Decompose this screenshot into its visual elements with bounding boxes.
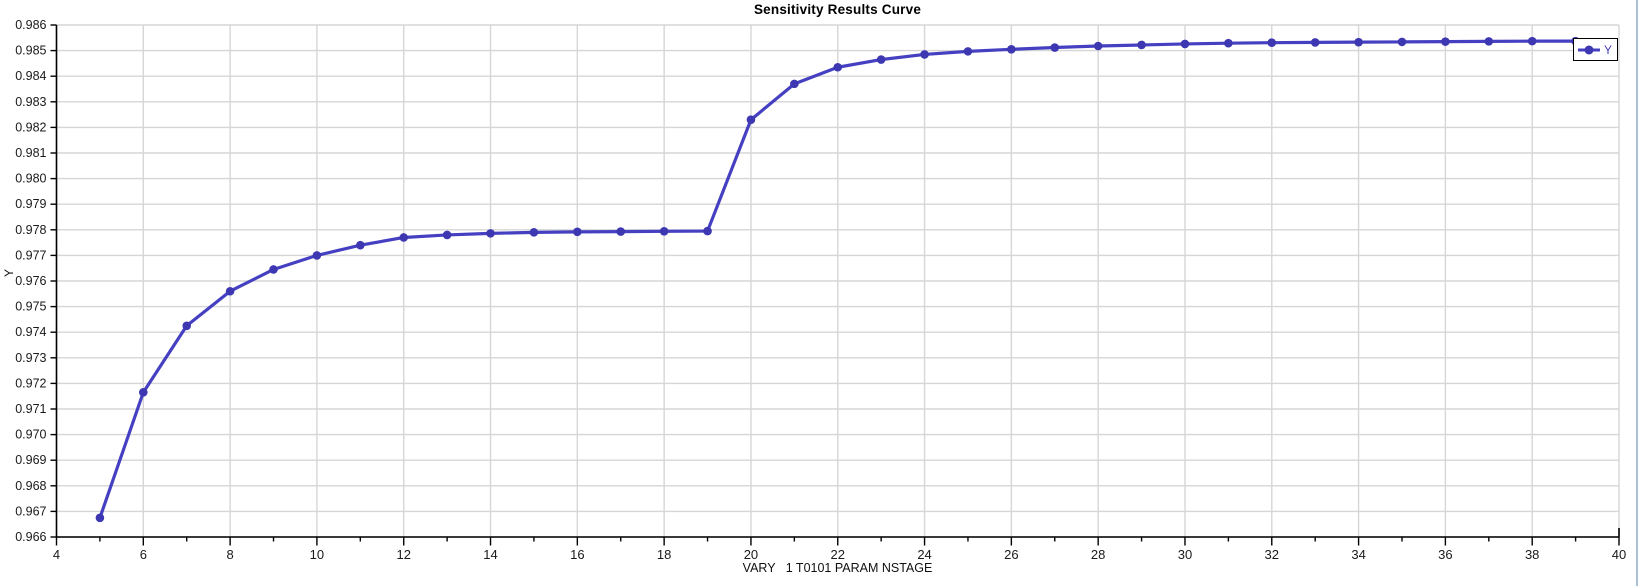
- svg-text:16: 16: [570, 547, 584, 562]
- svg-text:22: 22: [831, 547, 845, 562]
- svg-text:28: 28: [1091, 547, 1105, 562]
- svg-text:30: 30: [1178, 547, 1192, 562]
- svg-text:24: 24: [917, 547, 931, 562]
- svg-text:0.967: 0.967: [15, 504, 46, 518]
- window-right-border: [1636, 0, 1638, 586]
- svg-text:0.969: 0.969: [15, 453, 46, 467]
- svg-text:0.970: 0.970: [15, 428, 46, 442]
- svg-text:0.972: 0.972: [15, 376, 46, 390]
- chart-title: Sensitivity Results Curve: [753, 2, 922, 17]
- svg-text:40: 40: [1612, 547, 1626, 562]
- svg-text:0.971: 0.971: [15, 402, 46, 416]
- svg-text:36: 36: [1438, 547, 1452, 562]
- svg-text:0.986: 0.986: [15, 18, 46, 32]
- y-axis-label: Y: [2, 269, 16, 278]
- svg-text:38: 38: [1525, 547, 1539, 562]
- svg-text:4: 4: [53, 547, 60, 562]
- svg-text:0.978: 0.978: [15, 223, 46, 237]
- svg-text:34: 34: [1351, 547, 1365, 562]
- svg-text:0.966: 0.966: [15, 530, 46, 544]
- svg-text:0.968: 0.968: [15, 479, 46, 493]
- svg-text:0.977: 0.977: [15, 248, 46, 262]
- legend-series-marker-icon: [1578, 45, 1600, 54]
- svg-text:14: 14: [483, 547, 497, 562]
- svg-text:0.985: 0.985: [15, 44, 46, 58]
- svg-text:0.980: 0.980: [15, 172, 46, 186]
- x-axis-label: VARY 1 T0101 PARAM NSTAGE: [742, 561, 933, 575]
- legend-series-label: Y: [1604, 42, 1613, 57]
- svg-text:0.979: 0.979: [15, 197, 46, 211]
- svg-text:18: 18: [657, 547, 671, 562]
- svg-text:26: 26: [1004, 547, 1018, 562]
- svg-text:10: 10: [310, 547, 324, 562]
- svg-text:32: 32: [1265, 547, 1279, 562]
- svg-text:0.981: 0.981: [15, 146, 46, 160]
- svg-text:0.982: 0.982: [15, 120, 46, 134]
- svg-text:0.973: 0.973: [15, 351, 46, 365]
- svg-text:12: 12: [396, 547, 410, 562]
- svg-text:6: 6: [140, 547, 147, 562]
- svg-text:20: 20: [744, 547, 758, 562]
- svg-text:0.975: 0.975: [15, 300, 46, 314]
- legend-box[interactable]: Y: [1573, 38, 1618, 61]
- svg-text:0.984: 0.984: [15, 69, 46, 83]
- svg-text:8: 8: [226, 547, 233, 562]
- svg-text:0.974: 0.974: [15, 325, 46, 339]
- svg-text:0.976: 0.976: [15, 274, 46, 288]
- svg-text:0.983: 0.983: [15, 95, 46, 109]
